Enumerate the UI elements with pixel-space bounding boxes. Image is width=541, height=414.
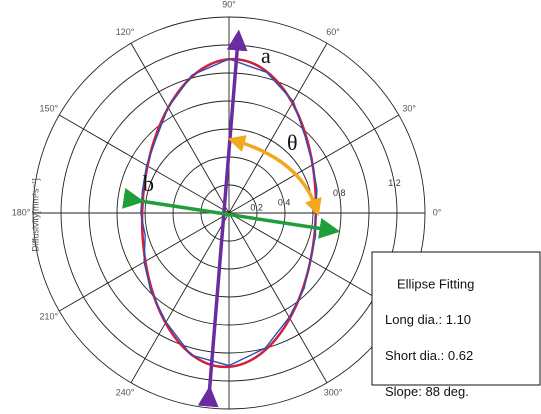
theta-tick-label: 0° — [433, 207, 442, 217]
theta-tick-label: 30° — [402, 103, 416, 113]
fit-box-frame — [371, 251, 541, 386]
angle-arc — [227, 135, 322, 217]
fit-short-value: 0.62 — [448, 348, 473, 363]
fit-long-value: 1.10 — [446, 312, 471, 327]
theta-tick-label: 90° — [222, 0, 236, 9]
theta-tick-label: 120° — [116, 27, 135, 37]
axis-arrow-a — [197, 29, 248, 408]
spoke — [228, 212, 328, 383]
r-tick-label: 0.8 — [333, 188, 346, 198]
fit-slope: Slope: 88 deg. — [385, 384, 469, 399]
fit-slope-value: 88 deg. — [426, 384, 469, 399]
fit-short-label: Short dia.: — [385, 348, 444, 363]
theta-tick-label: 300° — [324, 388, 343, 398]
theta-tick-label: 60° — [326, 27, 340, 37]
spoke — [228, 43, 328, 214]
theta-tick-label: 210° — [40, 311, 59, 321]
r-tick-label: 0.4 — [278, 198, 291, 208]
axis-arrow-b — [122, 188, 341, 239]
fit-slope-label: Slope: — [385, 384, 422, 399]
theta-tick-label: 180° — [12, 207, 31, 217]
label-theta: θ — [287, 130, 298, 155]
label-b: b — [143, 171, 154, 196]
fit-box: Ellipse Fitting Long dia.: 1.10 Short di… — [371, 251, 541, 399]
r-tick-label: 1.2 — [388, 178, 401, 188]
theta-tick-label: 150° — [40, 103, 59, 113]
y-axis-label: Diffusivity[mm²s⁻¹] — [30, 178, 40, 252]
fit-title: Ellipse Fitting — [397, 276, 474, 291]
theta-tick-label: 240° — [116, 388, 135, 398]
fit-long-label: Long dia.: — [385, 312, 442, 327]
fit-short: Short dia.: 0.62 — [385, 348, 473, 363]
r-tick-label: 0.2 — [250, 203, 263, 213]
fit-long: Long dia.: 1.10 — [385, 312, 471, 327]
annotations: a b θ — [122, 29, 341, 408]
label-a: a — [261, 43, 271, 68]
